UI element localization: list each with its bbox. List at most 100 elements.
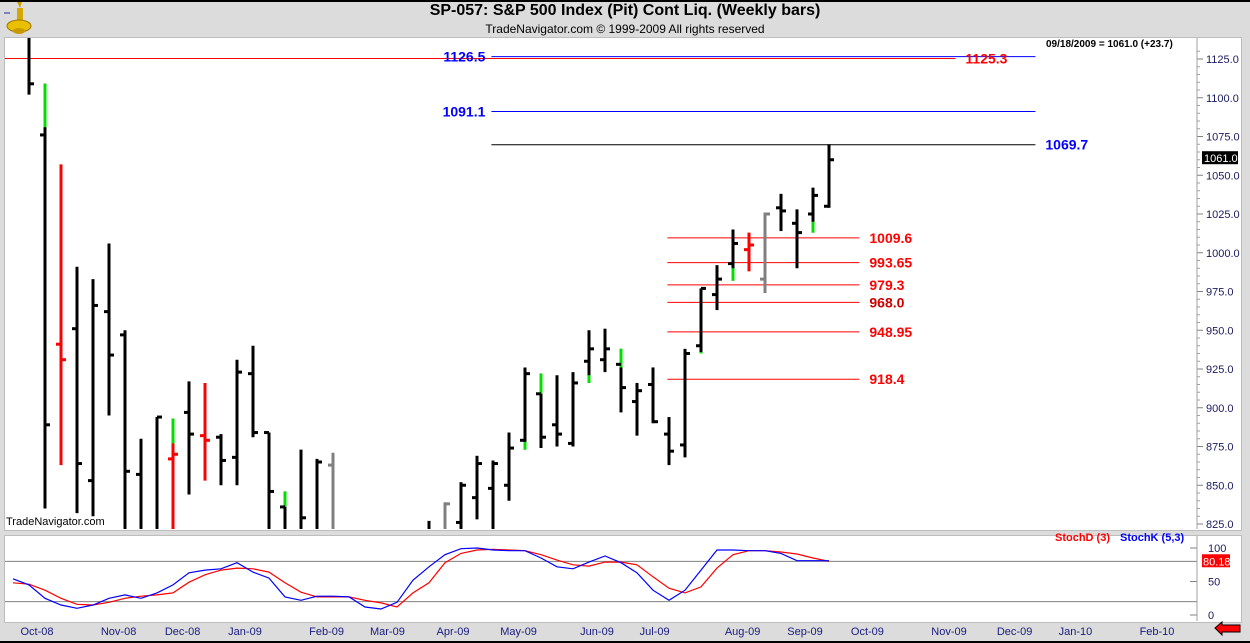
x-tick-label: Dec-09: [997, 626, 1032, 638]
stoch-last-marker: [1202, 554, 1230, 568]
y-tick-label: 1050.0: [1206, 170, 1240, 182]
ohlc-bar: [744, 232, 754, 272]
y-tick-label: 875.0: [1206, 442, 1234, 454]
ohlc-bar: [200, 382, 210, 481]
ohlc-bar: [328, 452, 335, 529]
ohlc-bar: [504, 432, 514, 501]
last-quote: 09/18/2009 = 1061.0 (+23.7): [1046, 39, 1173, 50]
ohlc-bar: [232, 359, 242, 486]
scroll-left-arrow-icon[interactable]: [1214, 620, 1241, 637]
ohlc-bar: [456, 482, 466, 529]
level-label: 918.4: [869, 371, 904, 387]
level-label: 948.95: [869, 324, 912, 340]
ohlc-bar: [616, 348, 626, 413]
ohlc-bar: [443, 502, 450, 529]
level-label: 1009.6: [869, 230, 912, 246]
y-tick-label: 1125.0: [1206, 54, 1239, 66]
x-tick-label: Apr-09: [436, 626, 469, 638]
ohlc-bar: [248, 345, 258, 438]
ohlc-bar: [680, 348, 690, 458]
ohlc-bar: [520, 367, 530, 450]
ohlc-bar: [632, 382, 642, 436]
ohlc-bar: [488, 460, 498, 529]
ohlc-bar: [264, 431, 274, 529]
ohlc-bar: [696, 286, 706, 354]
level-label: 979.3: [869, 277, 904, 293]
stochk-line: [12, 547, 829, 610]
x-tick-label: Jul-09: [640, 626, 670, 638]
ohlc-bar: [27, 38, 34, 95]
ohlc-bar: [216, 434, 226, 486]
ohlc-bar: [664, 417, 674, 466]
ohlc-bar: [184, 381, 194, 495]
ohlc-bar: [472, 455, 482, 520]
ohlc-bar: [40, 83, 50, 509]
stoch-y-tick-label: 100: [1208, 543, 1226, 555]
ohlc-bar: [760, 212, 770, 294]
price-panel[interactable]: [4, 37, 1242, 531]
last-price-marker: [1202, 151, 1238, 165]
stochd-line: [12, 548, 830, 608]
y-tick-label: 950.0: [1206, 325, 1234, 337]
app-logo-icon[interactable]: [4, 2, 32, 34]
top-border: [0, 0, 1250, 2]
level-label: 968.0: [869, 294, 904, 310]
x-tick-label: Jun-09: [580, 626, 614, 638]
ohlc-bar: [536, 373, 546, 449]
ohlc-bar: [88, 279, 98, 517]
level-label: 1125.3: [965, 51, 1007, 67]
x-tick-label: Nov-08: [101, 626, 136, 638]
y-tick-label: 1025.0: [1206, 209, 1240, 221]
x-tick-label: Oct-09: [851, 626, 884, 638]
stoch-y-tick-label: 0: [1208, 610, 1214, 622]
ohlc-bar: [776, 193, 786, 232]
x-tick-label: Jan-09: [228, 626, 262, 638]
y-tick-label: 825.0: [1206, 519, 1234, 531]
ohlc-bar: [552, 375, 562, 447]
x-tick-label: Sep-09: [787, 626, 822, 638]
stochastic-panel[interactable]: [4, 535, 1242, 623]
ohlc-bar: [56, 164, 66, 466]
level-label: 1126.5: [443, 49, 485, 65]
ohlc-bar: [584, 330, 594, 383]
x-tick-label: Jan-10: [1059, 626, 1093, 638]
y-tick-label: 1075.0: [1206, 132, 1240, 144]
ohlc-bar: [315, 458, 322, 529]
x-tick-label: Oct-08: [20, 626, 53, 638]
y-tick-label: 925.0: [1206, 364, 1234, 376]
y-tick-label: 975.0: [1206, 287, 1234, 299]
stoch-last-label: 80.18: [1203, 556, 1231, 568]
level-label: 993.65: [869, 255, 912, 271]
level-label: 1069.7: [1045, 137, 1088, 153]
legend-stochd: StochD (3): [1055, 532, 1110, 544]
ohlc-bar: [299, 449, 306, 529]
stoch-y-tick-label: 50: [1208, 577, 1220, 589]
x-tick-label: Nov-09: [931, 626, 966, 638]
level-label: 1091.1: [443, 104, 486, 120]
ohlc-bar: [792, 209, 802, 269]
legend-stochk: StochK (5,3): [1120, 532, 1185, 544]
x-tick-label: Aug-09: [725, 626, 760, 638]
ohlc-bar: [120, 330, 130, 529]
x-tick-label: Dec-08: [165, 626, 200, 638]
y-tick-label: 900.0: [1206, 403, 1234, 415]
ohlc-bar: [155, 415, 162, 529]
ohlc-bar: [136, 438, 143, 529]
x-tick-label: Feb-09: [309, 626, 344, 638]
y-tick-label: 1000.0: [1206, 248, 1240, 260]
chart-title: SP-057: S&P 500 Index (Pit) Cont Liq. (W…: [429, 2, 821, 19]
ohlc-bar: [824, 144, 834, 208]
ohlc-bar: [712, 265, 722, 311]
ohlc-bar: [600, 328, 610, 373]
x-tick-label: Feb-10: [1140, 626, 1175, 638]
ohlc-bar: [72, 266, 82, 514]
ohlc-bar: [104, 243, 114, 416]
ohlc-bar: [568, 372, 578, 447]
bottom-border: [0, 641, 1250, 643]
ohlc-bar: [168, 418, 178, 529]
ohlc-bar: [808, 187, 818, 233]
ohlc-bar: [728, 229, 738, 281]
x-tick-label: May-09: [500, 626, 537, 638]
y-tick-label: 1100.0: [1206, 93, 1239, 105]
